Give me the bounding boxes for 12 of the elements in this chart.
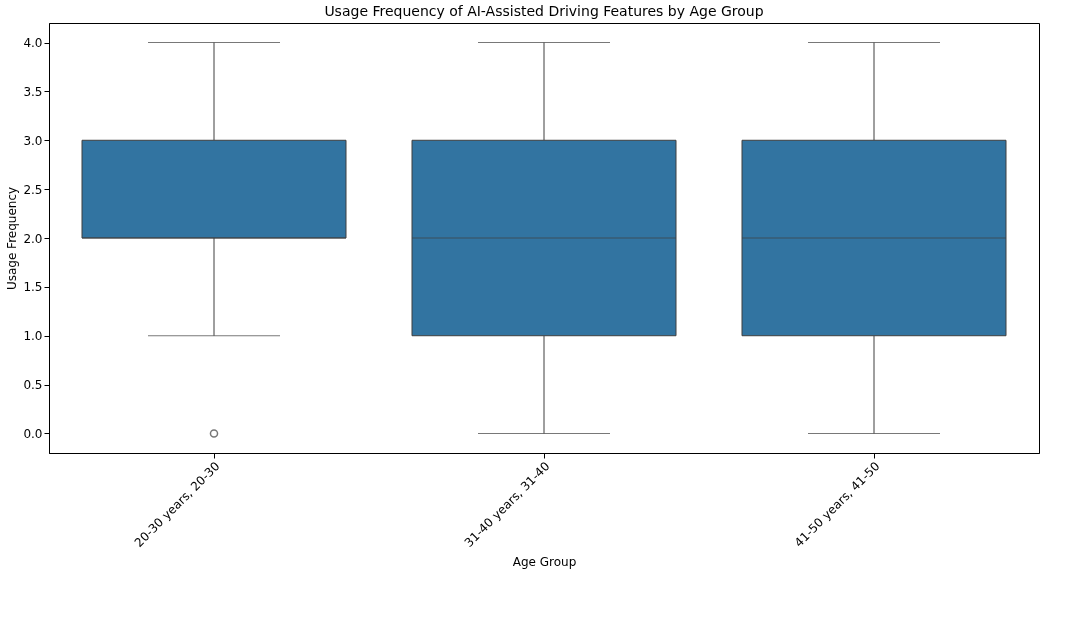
- y-tick-label: 2.5: [23, 182, 43, 197]
- y-tick-label: 2.0: [23, 231, 43, 246]
- y-tick-label: 0.5: [23, 378, 43, 393]
- y-tick-label: 1.0: [23, 329, 43, 344]
- y-tick-label: 3.0: [23, 133, 43, 148]
- y-tick-label: 3.5: [23, 84, 43, 99]
- y-axis-title: Usage Frequency: [5, 186, 20, 291]
- y-tick-label: 0.0: [23, 426, 43, 441]
- chart-title: Usage Frequency of AI-Assisted Driving Features by Age Group: [324, 3, 764, 19]
- x-axis-title: Age Group: [512, 555, 577, 570]
- y-tick-label: 1.5: [23, 280, 43, 295]
- y-tick-label: 4.0: [23, 36, 43, 51]
